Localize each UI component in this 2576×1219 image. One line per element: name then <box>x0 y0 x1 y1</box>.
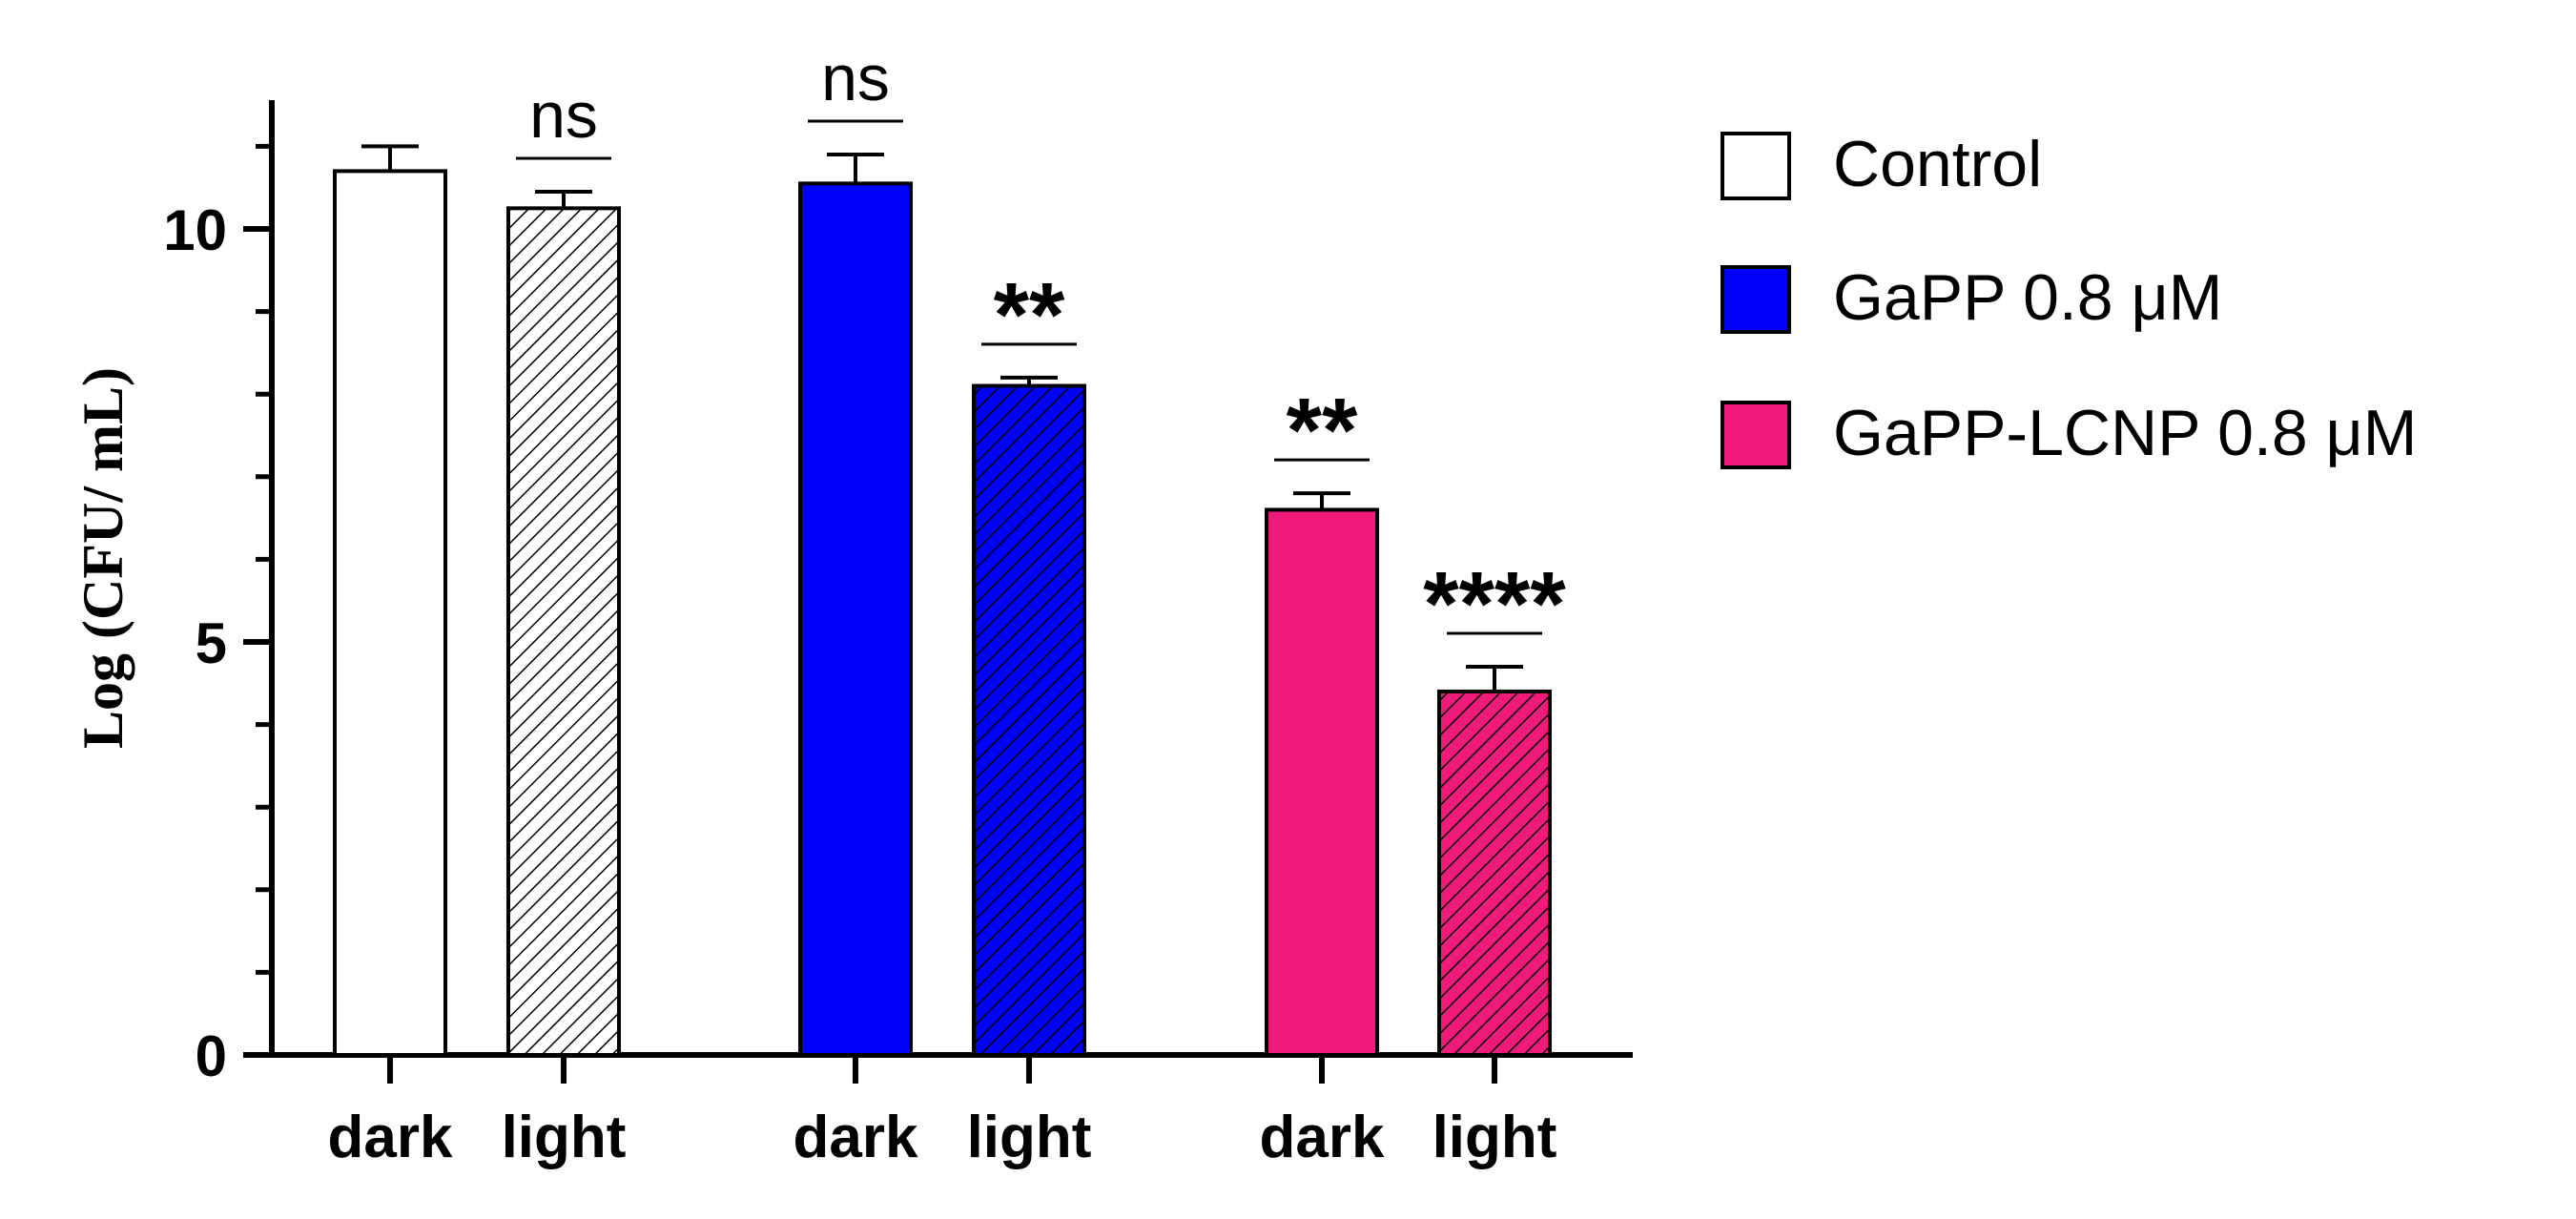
significance-label-2: ns <box>821 42 890 114</box>
legend-label-control: Control <box>1833 128 2042 200</box>
significance-label-1: ns <box>529 79 598 152</box>
legend-label-gapp-lcnp: GaPP-LCNP 0.8 μM <box>1833 397 2417 469</box>
legend-label-gapp: GaPP 0.8 μM <box>1833 261 2222 334</box>
x-tick-labels: dark light dark light dark light <box>328 1055 1557 1170</box>
y-axis-label: Log (CFU/ mL) <box>72 367 134 749</box>
legend-swatch-gapp <box>1721 265 1791 334</box>
legend-swatch-gapp-lcnp <box>1721 401 1791 469</box>
bar-5 <box>1437 689 1552 1058</box>
x-tick-label-1: light <box>502 1105 627 1170</box>
y-tick-label-5: 5 <box>196 611 227 675</box>
y-tick-label-0: 0 <box>196 1024 227 1088</box>
x-tick-label-3: light <box>967 1105 1092 1170</box>
significance-label-3: ** <box>994 264 1065 366</box>
x-tick-label-0: dark <box>328 1105 453 1170</box>
bar-4 <box>1265 507 1379 1057</box>
legend: Control GaPP 0.8 μM GaPP-LCNP 0.8 μM <box>1721 128 2417 469</box>
bar-1 <box>506 206 621 1058</box>
bar-2 <box>798 181 913 1057</box>
y-ticks: 0 5 10 <box>163 143 272 1088</box>
x-tick-label-2: dark <box>793 1105 918 1170</box>
significance-label-4: ** <box>1287 380 1358 482</box>
y-tick-label-10: 10 <box>163 198 227 262</box>
bars <box>333 144 1552 1058</box>
x-tick-label-4: dark <box>1260 1105 1385 1170</box>
x-tick-label-5: light <box>1432 1105 1557 1170</box>
bar-3 <box>972 383 1086 1058</box>
legend-swatch-control <box>1721 132 1791 200</box>
bar-0 <box>333 169 447 1057</box>
significance-label-5: **** <box>1423 553 1566 655</box>
